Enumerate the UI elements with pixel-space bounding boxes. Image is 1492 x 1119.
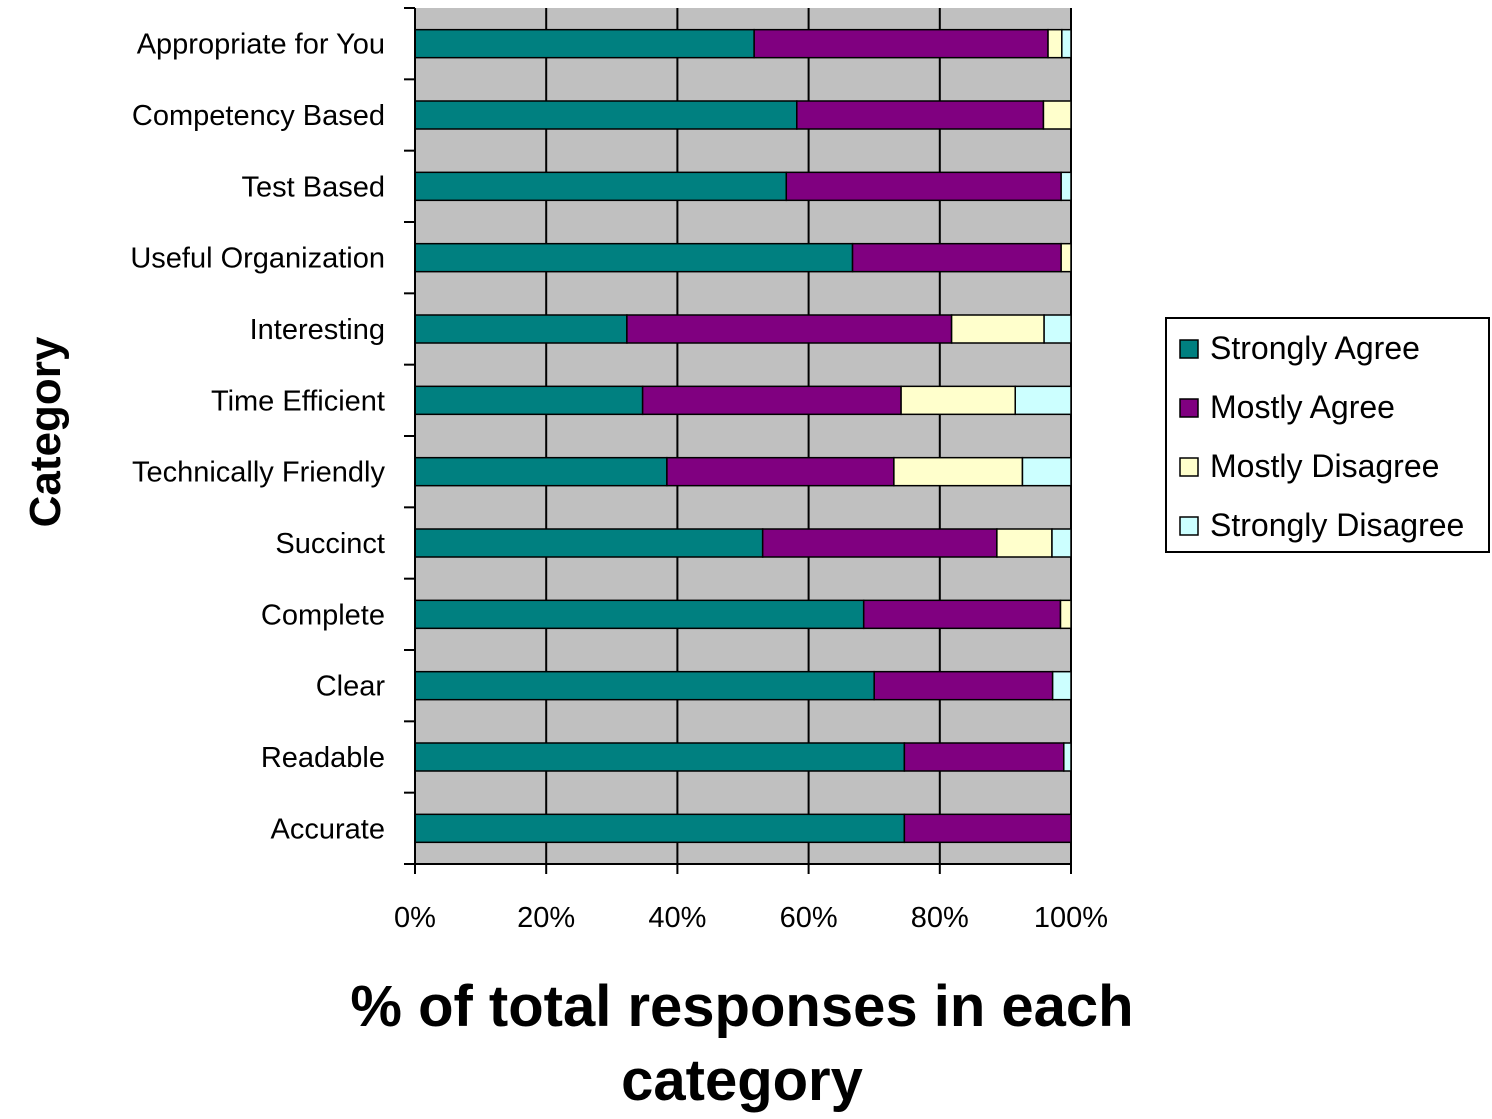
legend-swatch [1179, 457, 1199, 477]
legend: Strongly Agree Mostly Agree Mostly Disagre… [1165, 317, 1490, 553]
category-label: Clear [316, 671, 386, 703]
x-tick-label: 80% [911, 902, 969, 934]
category-label: Competency Based [132, 100, 385, 132]
category-label: Succinct [275, 528, 385, 560]
legend-label: Strongly Disagree [1210, 507, 1464, 543]
category-label: Useful Organization [130, 243, 385, 275]
category-label: Technically Friendly [132, 457, 386, 489]
bar-segment [414, 100, 798, 130]
bar-segment [785, 171, 1062, 202]
axes [404, 7, 1072, 874]
legend-label: Mostly Agree [1210, 389, 1395, 425]
legend-label: Strongly Agree [1210, 330, 1420, 366]
bar-segment [1042, 100, 1072, 130]
bar-segment [414, 813, 906, 844]
category-label: Accurate [271, 813, 385, 845]
category-labels: Appropriate for You Competency Based Test … [130, 29, 385, 846]
bar-segment [414, 171, 788, 202]
bar-segment [761, 528, 998, 558]
bar-segment [903, 742, 1065, 772]
legend-label: Mostly Disagree [1210, 448, 1439, 484]
bar-segment [873, 670, 1054, 701]
bar-segment [1014, 385, 1072, 416]
bar-segment [851, 242, 1062, 273]
plot-area [415, 8, 1071, 864]
bar-segment [950, 314, 1045, 344]
bar-segment [414, 528, 764, 558]
bar-segment [1021, 456, 1072, 487]
bar-segment [996, 528, 1053, 558]
bar-segment [1051, 670, 1072, 701]
bar-segment [796, 100, 1045, 130]
bars [414, 28, 1072, 844]
legend-swatch [1179, 516, 1199, 536]
legend-box [1165, 317, 1490, 553]
category-label: Appropriate for You [137, 29, 385, 61]
bar-segment [414, 314, 628, 344]
bar-segment [900, 385, 1016, 416]
category-label: Test Based [242, 171, 385, 203]
category-label: Interesting [250, 314, 385, 346]
bar-segment [666, 456, 895, 487]
x-axis-title-line-1: % of total responses in each [350, 974, 1133, 1039]
bar-segment [414, 599, 865, 630]
category-label: Complete [261, 599, 385, 631]
bar-segment [893, 456, 1024, 487]
bar-segment [626, 314, 953, 344]
bar-segment [1051, 528, 1072, 558]
bar-segment [414, 670, 875, 701]
bar-segment [1063, 742, 1072, 772]
x-tick-label: 20% [517, 902, 575, 934]
x-tick-label: 40% [648, 902, 706, 934]
bar-segment [414, 456, 668, 487]
bar-segment [903, 813, 1072, 844]
bar-segment [414, 242, 854, 273]
x-tick-label: 60% [780, 902, 838, 934]
category-label: Time Efficient [211, 385, 385, 417]
category-label: Readable [261, 742, 385, 774]
bar-segment [414, 28, 755, 59]
bar-segment [1047, 28, 1063, 59]
bar-segment [1060, 171, 1072, 202]
bar-segment [641, 385, 902, 416]
bar-segment [862, 599, 1062, 630]
x-tick-label: 100% [1034, 902, 1108, 934]
bar-segment [1059, 599, 1072, 630]
bar-segment [414, 742, 906, 772]
grid-lines [545, 8, 1072, 864]
bar-segment [1043, 314, 1072, 344]
bar-segment [414, 385, 644, 416]
legend-swatch [1179, 339, 1199, 359]
y-axis-title: Category [21, 336, 70, 527]
bar-segment [753, 28, 1049, 59]
bar-segment [1061, 28, 1072, 59]
bar-segment [1060, 242, 1072, 273]
x-tick-labels: 0% 20% 40% 60% 80% 100% [394, 902, 1108, 934]
legend-swatch [1179, 398, 1199, 418]
x-tick-label: 0% [394, 902, 436, 934]
x-axis-title-line-2: category [621, 1048, 863, 1113]
